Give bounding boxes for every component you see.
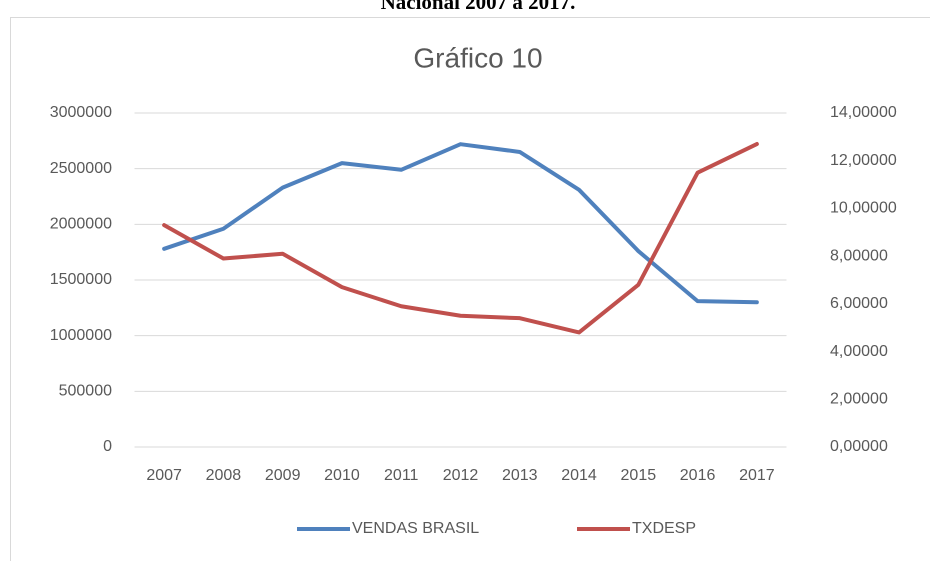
legend-label: TXDESP [632, 520, 696, 537]
y2-tick-label: 4,00000 [830, 343, 888, 360]
y2-tick-label: 10,00000 [830, 200, 897, 217]
x-tick-label: 2016 [680, 467, 716, 484]
y2-tick-label: 6,00000 [830, 295, 888, 312]
x-tick-label: 2013 [502, 467, 538, 484]
series-line [162, 142, 759, 335]
y-tick-label: 0 [103, 438, 112, 455]
x-tick-label: 2008 [206, 467, 242, 484]
x-tick-label: 2015 [621, 467, 657, 484]
caption: Nacional 2007 a 2017. [381, 0, 576, 14]
y-tick-label: 2000000 [50, 216, 112, 233]
x-tick-label: 2014 [561, 467, 597, 484]
y-tick-label: 1000000 [50, 327, 112, 344]
y-tick-label: 3000000 [50, 104, 112, 121]
y-tick-label: 1500000 [50, 271, 112, 288]
y2-tick-label: 2,00000 [830, 391, 888, 408]
x-tick-label: 2017 [739, 467, 775, 484]
x-tick-label: 2012 [443, 467, 479, 484]
y2-tick-label: 12,00000 [830, 152, 897, 169]
y-tick-label: 500000 [59, 383, 112, 400]
x-tick-label: 2007 [146, 467, 182, 484]
y2-tick-label: 0,00000 [830, 438, 888, 455]
y-tick-label: 2500000 [50, 160, 112, 177]
x-tick-label: 2011 [384, 467, 419, 484]
legend-label: VENDAS BRASIL [352, 520, 479, 537]
chart-frame [10, 17, 930, 561]
y2-tick-label: 14,00000 [830, 104, 897, 121]
x-tick-label: 2010 [324, 467, 360, 484]
chart-title: Gráfico 10 [413, 42, 542, 73]
x-tick-label: 2009 [265, 467, 301, 484]
y2-tick-label: 8,00000 [830, 247, 888, 264]
series-line [162, 142, 759, 305]
